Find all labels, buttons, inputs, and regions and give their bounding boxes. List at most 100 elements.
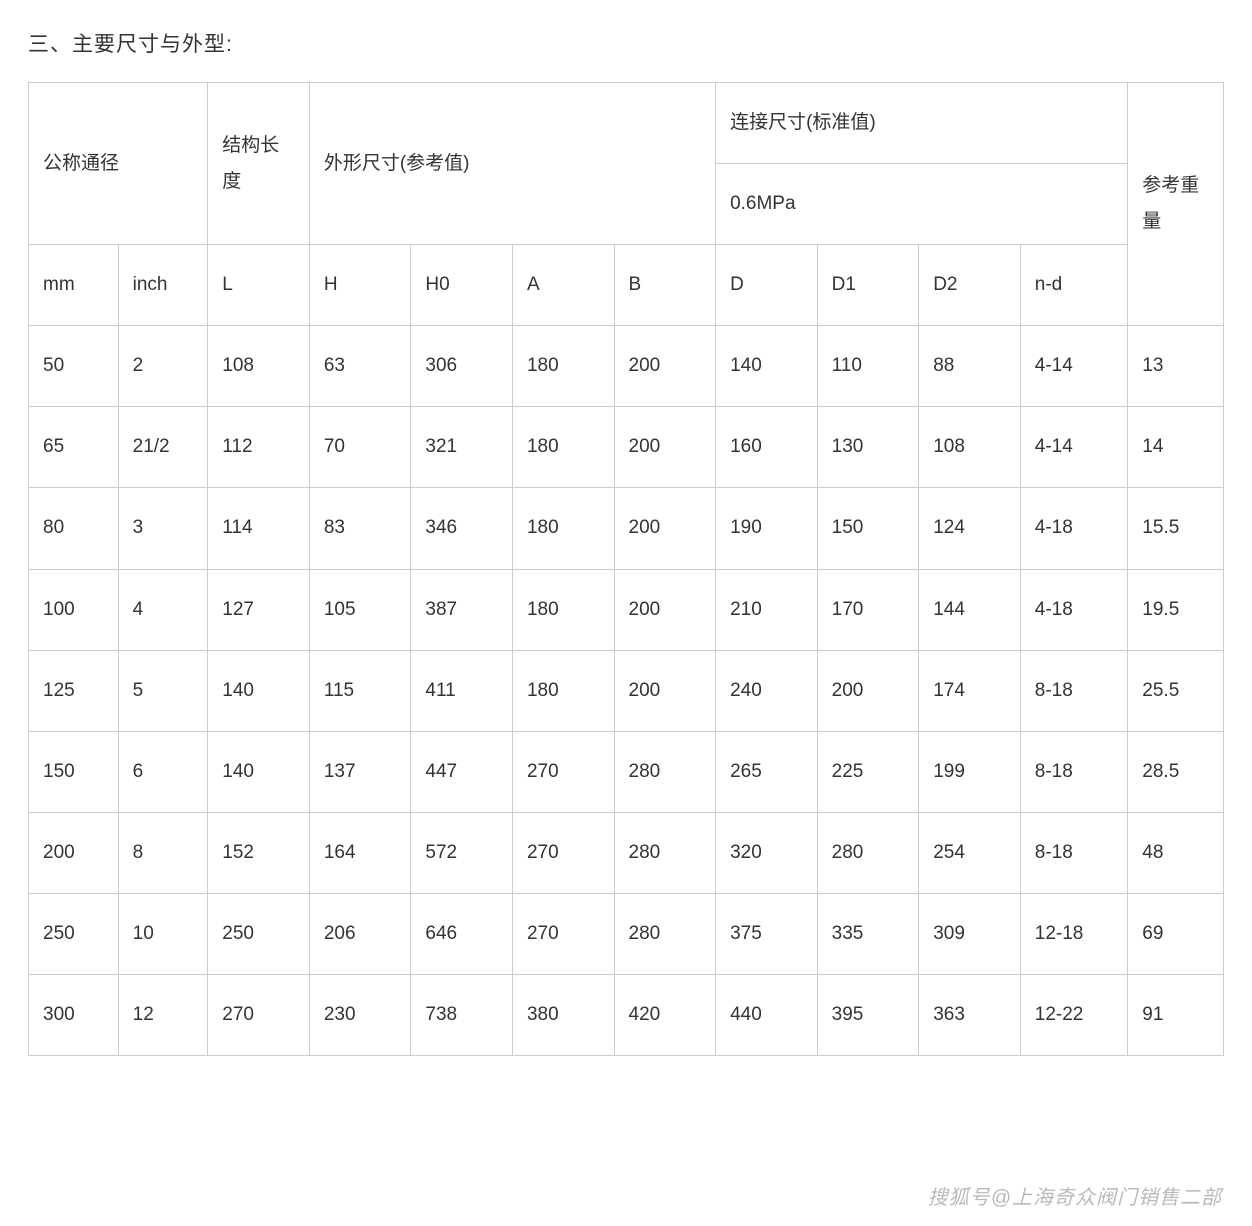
- cell-H0: 572: [411, 812, 513, 893]
- section-title: 三、主要尺寸与外型:: [28, 28, 1224, 58]
- cell-D1: 200: [817, 650, 919, 731]
- cell-A: 380: [512, 975, 614, 1056]
- cell-nd: 12-22: [1020, 975, 1128, 1056]
- cell-nd: 8-18: [1020, 731, 1128, 812]
- cell-nd: 8-18: [1020, 650, 1128, 731]
- cell-H: 137: [309, 731, 411, 812]
- cell-H: 206: [309, 893, 411, 974]
- cell-A: 180: [512, 407, 614, 488]
- cell-H0: 387: [411, 569, 513, 650]
- cell-L: 114: [208, 488, 310, 569]
- cell-inch: 10: [118, 893, 208, 974]
- cell-D2: 174: [919, 650, 1021, 731]
- cell-H: 230: [309, 975, 411, 1056]
- cell-wt: 69: [1128, 893, 1224, 974]
- hdr-nd: n-d: [1020, 245, 1128, 326]
- cell-D1: 130: [817, 407, 919, 488]
- cell-inch: 4: [118, 569, 208, 650]
- cell-D: 375: [716, 893, 818, 974]
- cell-D: 210: [716, 569, 818, 650]
- table-row: 20081521645722702803202802548-1848: [29, 812, 1224, 893]
- hdr-D1: D1: [817, 245, 919, 326]
- table-row: 803114833461802001901501244-1815.5: [29, 488, 1224, 569]
- cell-nd: 12-18: [1020, 893, 1128, 974]
- cell-D1: 110: [817, 326, 919, 407]
- cell-nd: 4-14: [1020, 326, 1128, 407]
- cell-mm: 100: [29, 569, 119, 650]
- cell-L: 112: [208, 407, 310, 488]
- cell-wt: 25.5: [1128, 650, 1224, 731]
- cell-D1: 170: [817, 569, 919, 650]
- cell-A: 270: [512, 731, 614, 812]
- cell-mm: 250: [29, 893, 119, 974]
- cell-mm: 50: [29, 326, 119, 407]
- hdr-ref-weight: 参考重量: [1128, 83, 1224, 326]
- cell-L: 140: [208, 650, 310, 731]
- cell-D1: 280: [817, 812, 919, 893]
- cell-H: 105: [309, 569, 411, 650]
- cell-inch: 8: [118, 812, 208, 893]
- cell-wt: 15.5: [1128, 488, 1224, 569]
- table-body: 50210863306180200140110884-14136521/2112…: [29, 326, 1224, 1056]
- cell-L: 108: [208, 326, 310, 407]
- cell-D2: 88: [919, 326, 1021, 407]
- table-row: 6521/2112703211802001601301084-1414: [29, 407, 1224, 488]
- cell-mm: 200: [29, 812, 119, 893]
- cell-mm: 125: [29, 650, 119, 731]
- table-row: 2501025020664627028037533530912-1869: [29, 893, 1224, 974]
- table-row: 12551401154111802002402001748-1825.5: [29, 650, 1224, 731]
- cell-mm: 65: [29, 407, 119, 488]
- cell-A: 180: [512, 569, 614, 650]
- cell-H0: 646: [411, 893, 513, 974]
- cell-D1: 395: [817, 975, 919, 1056]
- cell-nd: 4-14: [1020, 407, 1128, 488]
- cell-D1: 150: [817, 488, 919, 569]
- cell-mm: 300: [29, 975, 119, 1056]
- cell-D2: 363: [919, 975, 1021, 1056]
- cell-A: 270: [512, 893, 614, 974]
- cell-H: 63: [309, 326, 411, 407]
- cell-wt: 19.5: [1128, 569, 1224, 650]
- hdr-L: L: [208, 245, 310, 326]
- cell-A: 180: [512, 488, 614, 569]
- cell-inch: 6: [118, 731, 208, 812]
- cell-wt: 14: [1128, 407, 1224, 488]
- cell-D2: 144: [919, 569, 1021, 650]
- dimensions-table: 公称通径 结构长度 外形尺寸(参考值) 连接尺寸(标准值) 参考重量 0.6MP…: [28, 82, 1224, 1056]
- cell-B: 280: [614, 731, 716, 812]
- cell-D: 320: [716, 812, 818, 893]
- table-row: 15061401374472702802652251998-1828.5: [29, 731, 1224, 812]
- cell-D: 240: [716, 650, 818, 731]
- cell-nd: 8-18: [1020, 812, 1128, 893]
- cell-D: 440: [716, 975, 818, 1056]
- cell-inch: 3: [118, 488, 208, 569]
- cell-wt: 91: [1128, 975, 1224, 1056]
- hdr-A: A: [512, 245, 614, 326]
- cell-H0: 738: [411, 975, 513, 1056]
- cell-wt: 28.5: [1128, 731, 1224, 812]
- cell-wt: 48: [1128, 812, 1224, 893]
- cell-D1: 225: [817, 731, 919, 812]
- hdr-connection-dim: 连接尺寸(标准值): [716, 83, 1128, 164]
- hdr-inch: inch: [118, 245, 208, 326]
- cell-nd: 4-18: [1020, 569, 1128, 650]
- cell-inch: 12: [118, 975, 208, 1056]
- cell-H0: 321: [411, 407, 513, 488]
- cell-D1: 335: [817, 893, 919, 974]
- cell-B: 280: [614, 812, 716, 893]
- cell-B: 200: [614, 569, 716, 650]
- cell-H: 70: [309, 407, 411, 488]
- cell-inch: 21/2: [118, 407, 208, 488]
- cell-H0: 447: [411, 731, 513, 812]
- watermark-text: 搜狐号@上海奇众阀门销售二部: [928, 1181, 1222, 1210]
- hdr-structure-length: 结构长度: [208, 83, 310, 245]
- cell-B: 200: [614, 488, 716, 569]
- cell-mm: 150: [29, 731, 119, 812]
- cell-B: 200: [614, 650, 716, 731]
- cell-L: 152: [208, 812, 310, 893]
- cell-D: 265: [716, 731, 818, 812]
- hdr-D2: D2: [919, 245, 1021, 326]
- hdr-H: H: [309, 245, 411, 326]
- hdr-mm: mm: [29, 245, 119, 326]
- cell-B: 200: [614, 326, 716, 407]
